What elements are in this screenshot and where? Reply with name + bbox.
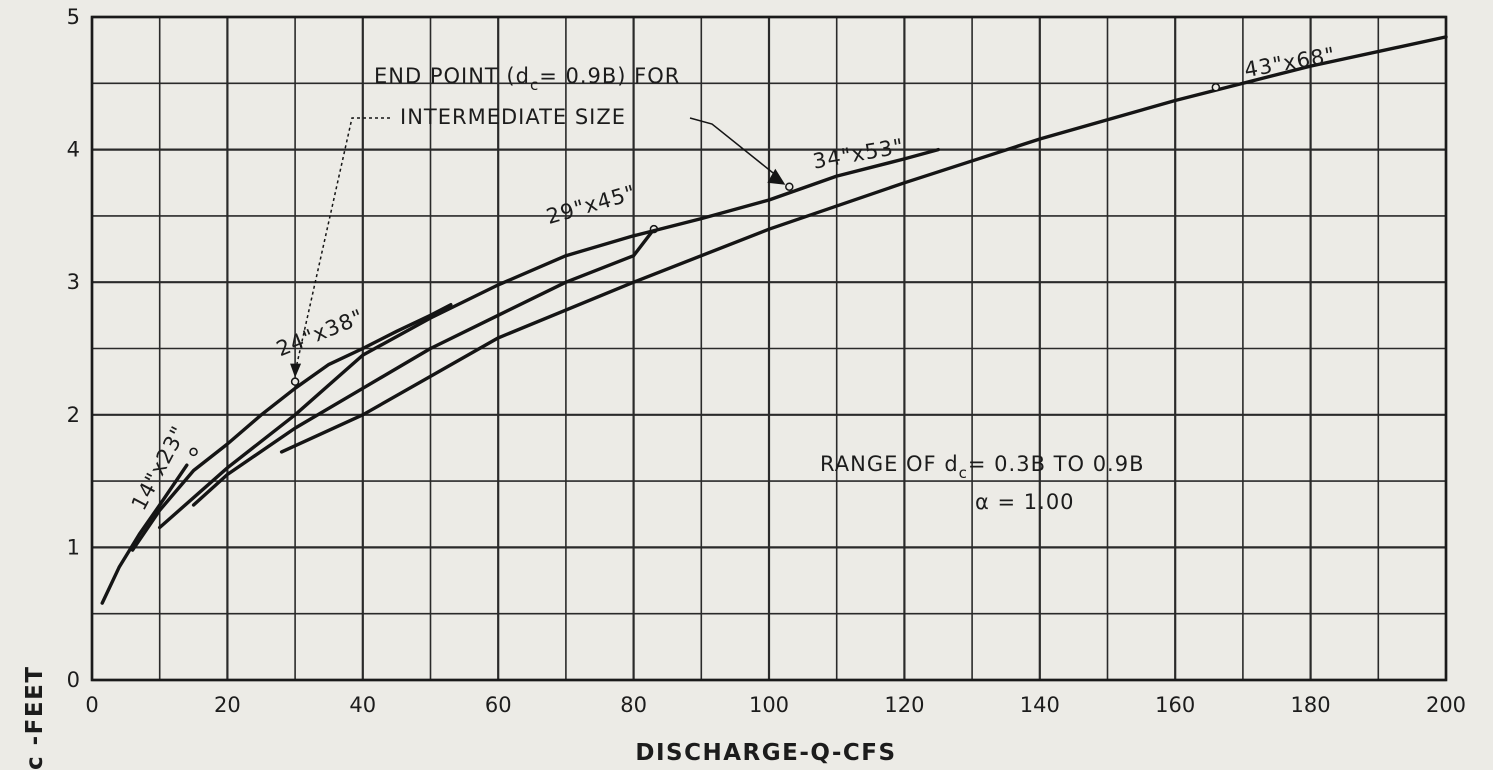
curves: 14"x23"24"x38"29"x45"34"x53"43"x68" [100, 35, 1448, 605]
x-tick-label: 80 [620, 693, 647, 717]
y-tick-label: 4 [67, 138, 80, 162]
end-point-marker [189, 447, 198, 457]
x-tick-label: 20 [214, 693, 241, 717]
x-tick-label: 120 [884, 693, 924, 717]
leader-line-left [295, 117, 390, 368]
curve-1 [100, 463, 189, 605]
end-point-annotation: END POINT (dc= 0.9B) FOR [374, 64, 680, 94]
y-tick-label: 5 [67, 5, 80, 29]
range-annotation: RANGE OF dc= 0.3B TO 0.9B [820, 452, 1145, 482]
curve-2 [130, 303, 453, 552]
x-tick-label: 0 [85, 693, 98, 717]
intermediate-size-annotation: INTERMEDIATE SIZE [400, 105, 626, 129]
end-point-marker [785, 182, 794, 191]
plot-border [90, 15, 1448, 682]
x-tick-label: 180 [1291, 693, 1331, 717]
end-point-marker [1211, 83, 1221, 92]
y-tick-label: 0 [67, 668, 80, 692]
curve-3 [191, 227, 656, 507]
y-tick-label: 3 [67, 270, 80, 294]
series-label: 34"x53" [811, 134, 906, 174]
x-tick-label: 100 [749, 693, 789, 717]
x-tick-label: 140 [1020, 693, 1060, 717]
tick-labels: 0 20 40 60 80 100 120 140 160 180 200 0 1 2 3 4 5 [67, 5, 1466, 717]
y-tick-label: 1 [67, 535, 80, 559]
x-tick-label: 40 [349, 693, 376, 717]
curve-5 [279, 35, 1448, 454]
x-tick-label: 200 [1426, 693, 1466, 717]
series-label: 43"x68" [1243, 43, 1338, 83]
y-axis-title: c -FEET [22, 665, 48, 770]
series-label: 29"x45" [544, 180, 639, 228]
arrowhead-right [767, 168, 786, 185]
end-point-marker [290, 377, 300, 386]
y-tick-label: 2 [67, 403, 80, 427]
x-tick-label: 160 [1155, 693, 1195, 717]
arrowhead-left [290, 363, 302, 378]
leader-line-right [689, 117, 776, 176]
plot-frame [90, 15, 1448, 682]
x-axis-title: DISCHARGE-Q-CFS [635, 740, 896, 766]
curve-4 [158, 147, 940, 530]
x-tick-label: 60 [485, 693, 512, 717]
alpha-annotation: α = 1.00 [975, 490, 1075, 514]
